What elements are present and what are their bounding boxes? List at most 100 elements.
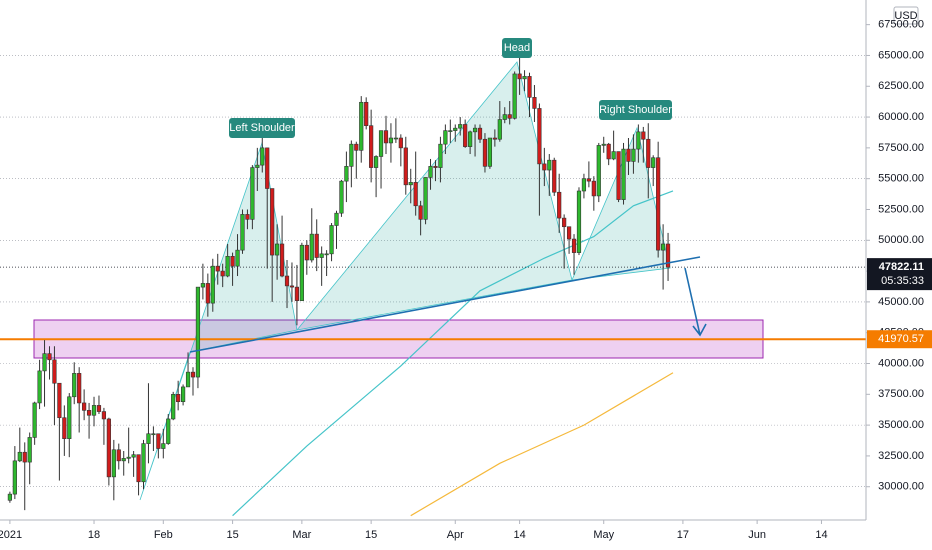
candle-body — [334, 212, 339, 226]
candle-body — [418, 205, 423, 220]
price-line-label: 41970.57 — [878, 333, 924, 345]
y-tick-label: 65000.00 — [878, 49, 924, 61]
last-price-box — [867, 258, 932, 291]
candle-body — [146, 433, 151, 444]
annotation-label: Left Shoulder — [229, 122, 295, 134]
candle-body — [453, 127, 458, 131]
candle-body — [136, 454, 141, 483]
plot-area — [0, 55, 866, 517]
candle-body — [265, 147, 270, 189]
candle-body — [220, 270, 225, 277]
candle-body — [166, 418, 171, 444]
candle-body — [289, 285, 295, 288]
candle-body — [661, 243, 666, 251]
x-tick-label: 15 — [365, 529, 377, 541]
y-tick-label: 40000.00 — [878, 357, 924, 369]
candle-body — [141, 443, 146, 483]
candle-body — [364, 101, 369, 126]
candle-body — [438, 143, 443, 168]
candle-body — [398, 137, 403, 149]
candle-body — [636, 131, 641, 150]
annotation-badge — [502, 38, 532, 58]
candle-body — [339, 180, 344, 214]
candle-body — [72, 373, 77, 398]
candle-body — [275, 243, 280, 256]
candle-body — [656, 157, 661, 251]
candle-body — [403, 147, 408, 186]
y-tick-label: 50000.00 — [878, 234, 924, 246]
candle-body — [423, 177, 428, 220]
candle-body — [383, 130, 389, 144]
candle-body — [497, 119, 502, 140]
candle-body — [32, 402, 37, 438]
y-tick-label: 45000.00 — [878, 296, 924, 308]
candle-body — [571, 238, 577, 253]
candle-body — [86, 410, 92, 416]
y-tick-label: 62500.00 — [878, 80, 924, 92]
currency: USD — [894, 10, 917, 22]
candle-body — [651, 157, 656, 168]
candle-body — [413, 182, 418, 207]
candle-body — [477, 127, 483, 140]
candle-body — [547, 159, 552, 171]
y-tick-label: 55000.00 — [878, 173, 924, 185]
candle-body — [255, 164, 260, 168]
currency-box — [893, 6, 919, 25]
candle-body — [250, 167, 255, 220]
candle-body — [448, 130, 453, 132]
candle-body — [131, 454, 136, 458]
candle-body — [393, 137, 398, 140]
candle-body — [270, 188, 275, 256]
candle-body — [537, 108, 542, 165]
candle-body — [606, 143, 611, 160]
candle-body — [57, 382, 62, 419]
annotation-label: Head — [504, 42, 530, 54]
candle-body — [190, 371, 196, 378]
candle-body — [151, 433, 156, 436]
y-tick-label: 30000.00 — [878, 481, 924, 493]
candle-body — [180, 386, 186, 403]
candle-body — [156, 433, 161, 449]
candle-body — [388, 137, 394, 144]
candle-body — [91, 405, 97, 416]
candle-body — [611, 151, 616, 160]
candle-body — [279, 243, 285, 277]
candle-body — [284, 275, 290, 287]
candle-body — [116, 449, 121, 462]
candle-body — [12, 460, 17, 495]
candle-body — [225, 256, 230, 277]
x-tick-label: May — [593, 529, 614, 541]
x-tick-label: Mar — [292, 529, 311, 541]
candle-body — [468, 131, 473, 147]
candle-body — [616, 151, 621, 200]
candle-body — [82, 402, 87, 411]
candle-body — [42, 353, 47, 372]
candle-body — [215, 265, 220, 272]
candle-body — [443, 130, 448, 145]
projection-arrow — [684, 267, 707, 337]
price-line-box — [867, 330, 932, 349]
candle-body — [47, 353, 52, 361]
candle-body — [369, 125, 374, 168]
y-tick-label: 57500.00 — [878, 142, 924, 154]
candle-body — [176, 394, 181, 403]
candle-body — [552, 159, 557, 193]
candle-body — [7, 493, 12, 501]
candle-body — [235, 249, 240, 267]
x-tick-label: 14 — [513, 529, 525, 541]
x-tick-label: 14 — [815, 529, 827, 541]
candle-body — [566, 226, 572, 240]
annotation-label: Right Shoulder — [599, 104, 672, 116]
last-price-label: 47822.11 — [879, 261, 924, 273]
candle-body — [576, 190, 582, 253]
candle-body — [591, 180, 596, 197]
x-tick-label: Apr — [447, 529, 464, 541]
candle-body — [240, 214, 245, 251]
candle-body — [299, 244, 304, 301]
x-tick-label: 2021 — [0, 529, 22, 541]
y-tick-label: 67500.00 — [878, 19, 924, 31]
candle-body — [309, 233, 314, 261]
x-tick-label: 17 — [677, 529, 689, 541]
